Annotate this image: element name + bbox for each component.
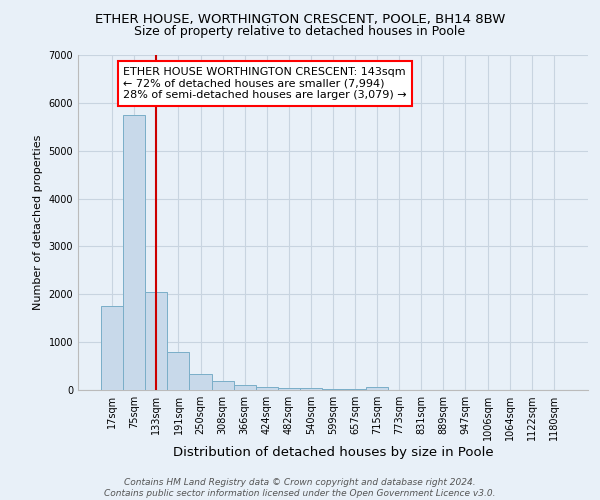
Bar: [145, 292, 167, 390]
Text: ETHER HOUSE, WORTHINGTON CRESCENT, POOLE, BH14 8BW: ETHER HOUSE, WORTHINGTON CRESCENT, POOLE…: [95, 12, 505, 26]
Bar: [101, 306, 123, 390]
Bar: [322, 389, 344, 390]
X-axis label: Distribution of detached houses by size in Poole: Distribution of detached houses by size …: [173, 446, 493, 459]
Bar: [167, 352, 190, 390]
Bar: [256, 387, 278, 390]
Bar: [123, 115, 145, 390]
Text: Contains HM Land Registry data © Crown copyright and database right 2024.
Contai: Contains HM Land Registry data © Crown c…: [104, 478, 496, 498]
Bar: [300, 388, 322, 390]
Y-axis label: Number of detached properties: Number of detached properties: [33, 135, 43, 310]
Text: ETHER HOUSE WORTHINGTON CRESCENT: 143sqm
← 72% of detached houses are smaller (7: ETHER HOUSE WORTHINGTON CRESCENT: 143sqm…: [123, 67, 407, 100]
Bar: [344, 389, 366, 390]
Bar: [212, 381, 233, 390]
Text: Size of property relative to detached houses in Poole: Size of property relative to detached ho…: [134, 25, 466, 38]
Bar: [190, 374, 212, 390]
Bar: [278, 388, 300, 390]
Bar: [366, 387, 388, 390]
Bar: [233, 386, 256, 390]
